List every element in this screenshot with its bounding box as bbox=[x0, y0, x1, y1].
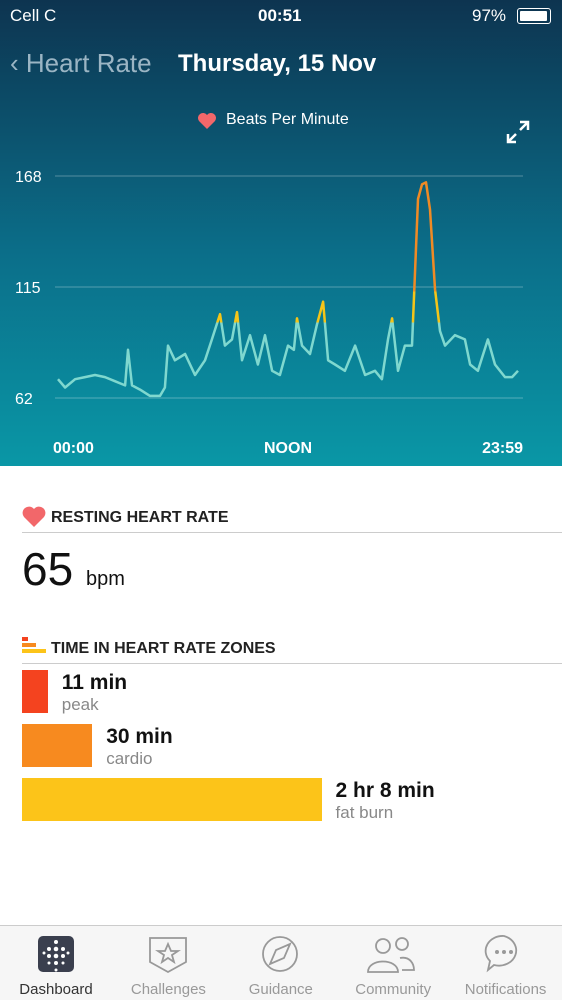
back-button[interactable]: ‹ Heart Rate bbox=[10, 48, 152, 78]
tab[interactable]: Guidance bbox=[248, 981, 313, 998]
zone-bar bbox=[22, 670, 48, 713]
tab[interactable]: Challenges bbox=[130, 981, 206, 998]
back-label[interactable]: Heart Rate bbox=[25, 48, 152, 78]
resting-unit: bpm bbox=[85, 568, 125, 590]
tab-icons bbox=[38, 935, 517, 974]
divider bbox=[22, 532, 562, 533]
section-title: RESTING HEART RATE bbox=[51, 509, 229, 526]
heart-rate-chart: 62 115 168 00:00 NOON 23:59 bbox=[15, 169, 523, 457]
zone-time: 11 min bbox=[61, 671, 128, 694]
section-title: TIME IN HEART RATE ZONES bbox=[51, 640, 276, 657]
tab[interactable]: Notifications bbox=[464, 981, 547, 998]
x-tick-label: 00:00 bbox=[53, 440, 94, 457]
resting-bpm: 65 bbox=[22, 543, 74, 595]
zone-name: fat burn bbox=[335, 803, 394, 822]
header-panel: Cell C 00:51 97% ‹ Heart Rate Thursday, … bbox=[0, 0, 562, 466]
legend-label: Beats Per Minute bbox=[226, 111, 349, 128]
tab[interactable]: Community bbox=[355, 981, 432, 998]
carrier: Cell C bbox=[10, 6, 57, 25]
zone-name: peak bbox=[61, 695, 99, 714]
y-tick-label: 62 bbox=[15, 391, 33, 408]
heart-icon bbox=[22, 506, 46, 527]
heart-rate-line bbox=[57, 181, 519, 398]
x-tick-label: NOON bbox=[264, 440, 312, 457]
battery: 97% bbox=[472, 6, 507, 25]
tab-bar: Dashboard Challenges Guidance Community Noti… bbox=[0, 925, 562, 1000]
zone-time: 30 min bbox=[106, 725, 173, 748]
y-tick-label: 168 bbox=[15, 169, 42, 186]
zone-bar bbox=[22, 724, 93, 767]
date-title: Thursday, 15 Nov bbox=[178, 50, 377, 77]
tab[interactable]: Dashboard bbox=[19, 981, 93, 998]
heart-icon bbox=[198, 113, 216, 129]
y-tick-label: 115 bbox=[15, 280, 41, 297]
battery-icon bbox=[517, 8, 551, 24]
zone-bar bbox=[22, 778, 322, 821]
resting-value: 65 bpm bbox=[22, 542, 125, 596]
zone-name: cardio bbox=[106, 749, 153, 768]
x-tick-label: 23:59 bbox=[482, 440, 523, 457]
expand-button[interactable] bbox=[505, 119, 531, 145]
divider bbox=[22, 663, 562, 664]
zone-time: 2 hr 8 min bbox=[335, 779, 435, 802]
zones-icon bbox=[22, 637, 46, 653]
clock: 00:51 bbox=[258, 6, 302, 25]
